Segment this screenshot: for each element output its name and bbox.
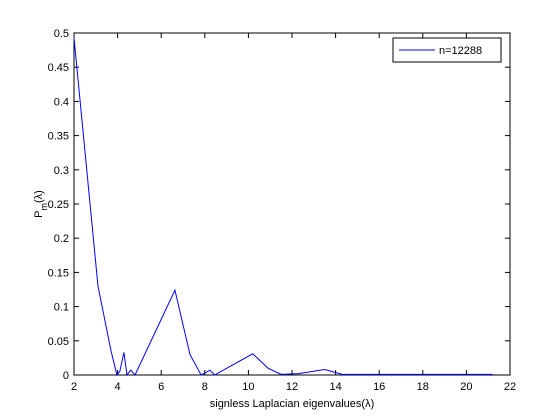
- x-tick-label: 16: [373, 381, 385, 393]
- x-tick-label: 6: [158, 381, 164, 393]
- x-tick-label: 12: [286, 381, 298, 393]
- y-tick-label: 0: [63, 370, 69, 382]
- y-label-main: P: [33, 210, 45, 217]
- y-tick-label: 0.3: [54, 165, 69, 177]
- x-axis-label: signless Laplacian eigenvalues(λ): [210, 398, 374, 410]
- y-label-end: (λ): [33, 190, 45, 203]
- y-tick-label: 0.45: [48, 62, 69, 74]
- y-tick-label: 0.4: [54, 96, 69, 108]
- y-tick-label: 0.35: [48, 131, 69, 143]
- x-tick-label: 2: [71, 381, 77, 393]
- x-tick-label: 18: [417, 381, 429, 393]
- plot-area: [73, 32, 511, 376]
- x-tick-label: 10: [242, 381, 254, 393]
- x-tick-label: 8: [202, 381, 208, 393]
- y-axis-label: Pm(λ): [33, 190, 49, 218]
- x-tick-label: 14: [329, 381, 341, 393]
- y-tick-label: 0.25: [48, 199, 69, 211]
- y-tick-label: 0.05: [48, 336, 69, 348]
- x-tick-label: 4: [115, 381, 121, 393]
- legend-label: n=12288: [439, 45, 482, 57]
- x-tick-label: 20: [460, 381, 472, 393]
- y-tick-label: 0.5: [54, 28, 69, 40]
- x-tick-label: 22: [504, 381, 516, 393]
- y-tick-label: 0.2: [54, 233, 69, 245]
- data-line: [73, 37, 493, 377]
- y-tick-label: 0.15: [48, 267, 69, 279]
- y-tick-label: 0.1: [54, 302, 69, 314]
- y-label-sub: m: [39, 203, 49, 211]
